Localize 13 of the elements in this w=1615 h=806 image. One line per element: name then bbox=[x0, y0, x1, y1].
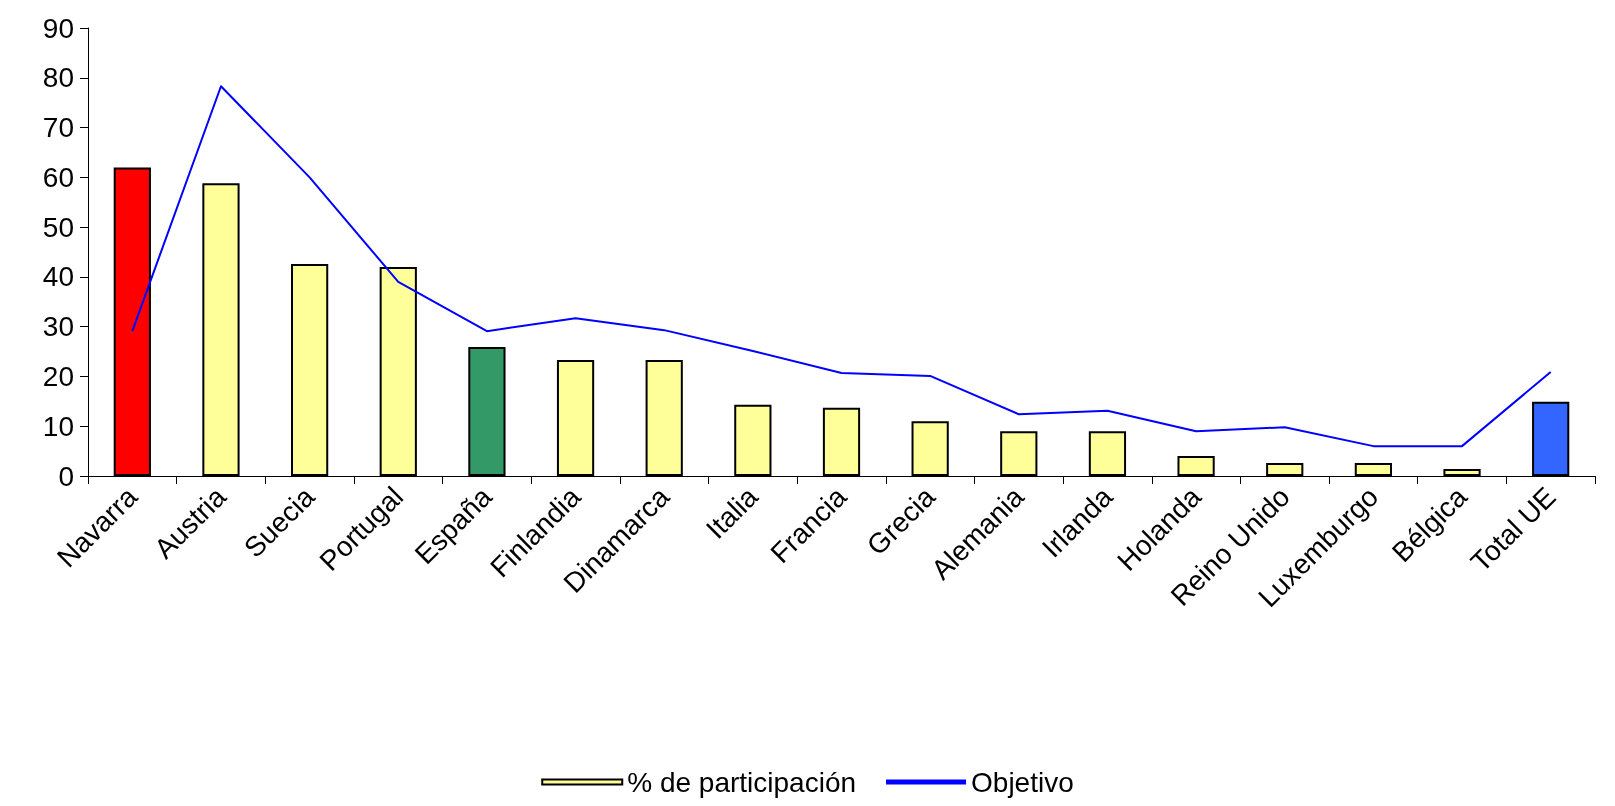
y-tick-label: 0 bbox=[58, 460, 74, 492]
y-tick-label: 70 bbox=[42, 112, 74, 144]
y-tick-label: 60 bbox=[42, 161, 74, 193]
line-series bbox=[131, 85, 1552, 448]
y-tick-label: 80 bbox=[42, 62, 74, 94]
y-tick-label: 40 bbox=[42, 261, 74, 293]
y-tick-label: 30 bbox=[42, 311, 74, 343]
y-tick-label: 10 bbox=[42, 410, 74, 442]
legend-label: Objetivo bbox=[971, 766, 1074, 798]
y-tick-label: 50 bbox=[42, 211, 74, 243]
y-tick-label: 90 bbox=[42, 12, 74, 44]
legend-label: % de participación bbox=[627, 766, 857, 798]
y-tick-label: 20 bbox=[42, 360, 74, 392]
